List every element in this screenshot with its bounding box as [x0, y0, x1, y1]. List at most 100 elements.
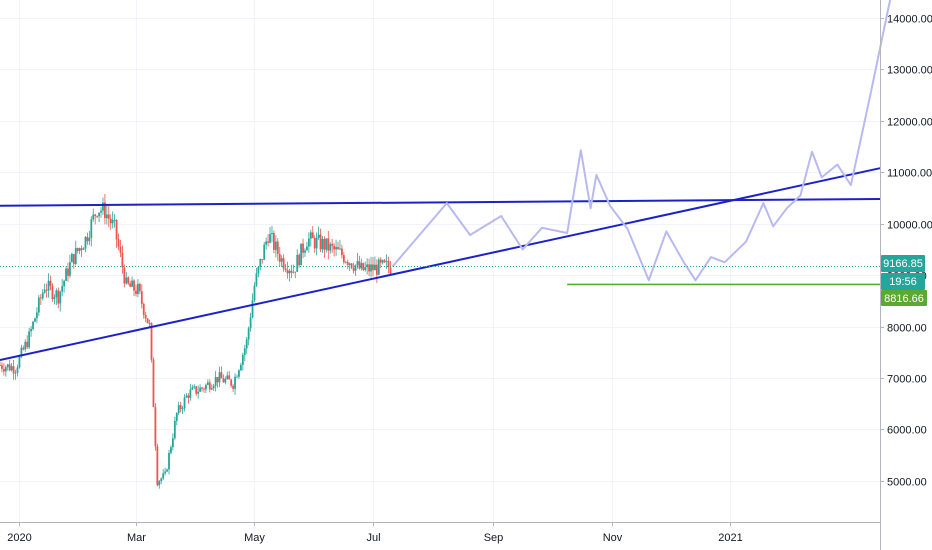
candle-body — [315, 237, 318, 249]
candle-body — [94, 214, 97, 217]
candle-body — [370, 264, 372, 272]
candle-body — [135, 290, 137, 295]
candle-body — [381, 260, 384, 263]
candle-body — [203, 388, 205, 390]
candle-body — [92, 214, 95, 220]
candle-body — [70, 254, 73, 263]
candle-body — [34, 318, 36, 322]
candle-body — [257, 266, 260, 274]
candle-body — [389, 267, 392, 274]
level-badge: 8816.66 — [884, 293, 924, 305]
trendline[interactable] — [0, 167, 881, 361]
candle-body — [63, 280, 66, 287]
candle-body — [282, 258, 285, 269]
candle-body — [333, 245, 336, 250]
candle-body — [177, 405, 180, 414]
candle-body — [306, 246, 308, 251]
candle-body — [74, 248, 77, 265]
candle-body — [67, 268, 69, 276]
candle-body — [181, 408, 184, 410]
candle-body — [72, 254, 75, 265]
countdown-badge: 19:56 — [889, 276, 917, 288]
projection-line[interactable] — [391, 0, 892, 282]
candle-body — [269, 234, 271, 243]
candle-body — [107, 214, 110, 219]
candle-body — [212, 385, 215, 389]
candle-body — [267, 241, 269, 243]
candle-body — [88, 237, 91, 242]
candle-body — [375, 264, 378, 275]
candle-body — [150, 322, 153, 360]
candle-body — [2, 368, 5, 372]
candle-body — [278, 253, 281, 262]
candle-body — [220, 372, 223, 379]
candle-body — [96, 216, 99, 217]
candle-body — [253, 285, 256, 301]
candle-body — [323, 239, 326, 250]
candle-body — [263, 244, 266, 260]
level-badge-bg — [881, 290, 927, 306]
candle-body — [53, 297, 56, 299]
candle-body — [37, 297, 40, 313]
candle-body — [148, 322, 151, 324]
candle-body — [284, 268, 287, 271]
candle-body — [352, 267, 355, 271]
x-tick-label: Mar — [127, 532, 146, 544]
candle-body — [166, 469, 168, 472]
candle-body — [337, 247, 339, 250]
candle-body — [366, 264, 369, 268]
trendline-drawings[interactable] — [0, 167, 881, 361]
candle-body — [6, 364, 9, 368]
y-tick-label: 5000.00 — [887, 477, 927, 489]
candle-body — [296, 254, 299, 272]
candle-body — [1, 365, 3, 369]
candle-body — [115, 219, 118, 240]
candle-body — [214, 377, 217, 386]
candle-body — [331, 243, 334, 246]
candle-body — [307, 238, 310, 247]
candle-body — [24, 341, 27, 350]
candle-body — [286, 270, 289, 274]
candle-body — [228, 375, 231, 380]
candle-body — [274, 241, 277, 250]
candle-body — [183, 397, 186, 409]
last-price-badge-bg — [881, 255, 925, 272]
time-axis[interactable]: 2020 Mar May Jul Sep Nov 2021 — [7, 522, 743, 544]
candle-body — [247, 328, 250, 340]
projection-path[interactable] — [391, 0, 892, 282]
candle-body — [329, 243, 332, 251]
candle-body — [205, 384, 207, 390]
x-tick-label: 2020 — [7, 532, 31, 544]
candle-body — [201, 387, 203, 389]
candle-body — [164, 471, 167, 474]
candle-body — [354, 265, 357, 271]
candle-body — [30, 328, 32, 332]
y-tick-label: 8000.00 — [887, 323, 927, 335]
candle-body — [51, 285, 54, 299]
candle-body — [377, 259, 380, 275]
candle-body — [208, 382, 211, 390]
candle-body — [383, 260, 386, 263]
candle-body — [36, 312, 38, 319]
candle-body — [127, 277, 130, 284]
candle-body — [41, 292, 44, 299]
candle-body — [28, 331, 31, 348]
candle-body — [374, 264, 376, 271]
candle-body — [152, 359, 155, 408]
candle-body — [168, 452, 170, 470]
candle-body — [294, 271, 297, 273]
candle-body — [271, 233, 273, 235]
candle-body — [123, 267, 126, 284]
x-tick-label: May — [244, 532, 265, 544]
candle-body — [98, 212, 100, 217]
y-tick-label: 10000.00 — [887, 220, 932, 232]
candle-body — [49, 280, 52, 286]
candle-body — [102, 202, 104, 211]
y-tick-label: 13000.00 — [887, 65, 932, 77]
candle-body — [12, 366, 15, 374]
candle-body — [80, 248, 83, 250]
candle-body — [142, 303, 145, 315]
candle-body — [133, 280, 135, 291]
candle-body — [86, 236, 89, 242]
